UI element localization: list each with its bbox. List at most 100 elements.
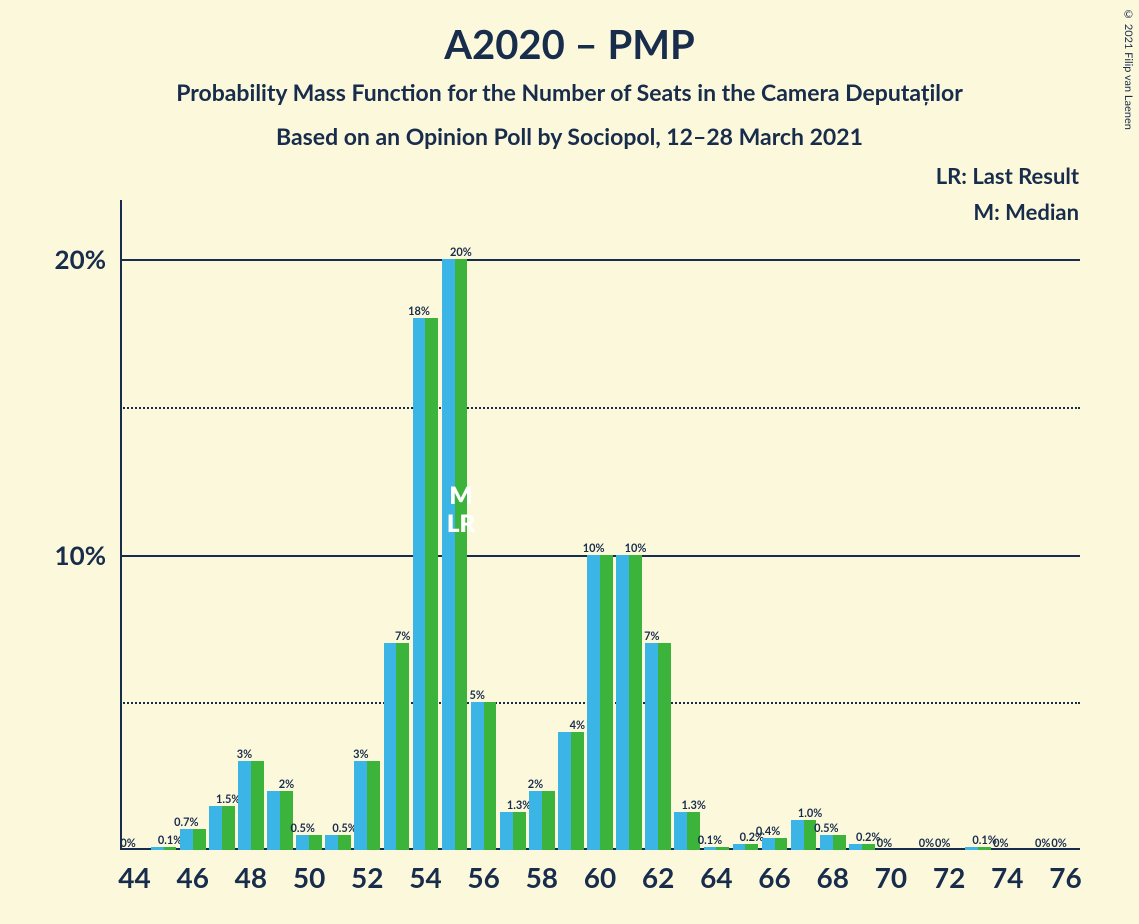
bar-series-b: 1.5% (222, 806, 235, 850)
bar-series-b (309, 835, 322, 850)
bar-series-a (500, 812, 513, 850)
bar-series-b (367, 761, 380, 850)
y-axis-label: 20% (55, 243, 120, 275)
bar-series-b (775, 838, 788, 850)
bar-series-a: 0.4% (762, 838, 775, 850)
bar-value-label: 0% (1051, 837, 1066, 850)
bar-series-b: 7% (396, 643, 409, 850)
bar-series-b: 2% (280, 791, 293, 850)
bar-value-label: 20% (450, 246, 472, 259)
x-axis-tick-label: 76 (1049, 850, 1081, 894)
bar-value-label: 0% (1035, 837, 1050, 850)
bar-series-b: 0.1% (978, 847, 991, 850)
bar-series-b (658, 643, 671, 850)
bar-value-label: 2% (528, 778, 543, 791)
bar-series-a (791, 820, 804, 850)
x-axis-tick-label: 64 (700, 850, 732, 894)
bar-value-label: 3% (237, 748, 252, 761)
x-axis-tick-label: 56 (467, 850, 499, 894)
x-axis-tick-label: 52 (351, 850, 383, 894)
bar-value-label: 0.5% (814, 822, 838, 835)
plot-area: 10%20%0%0.1%0.7%1.5%3%2%0.5%0.5%3%7%18%2… (120, 200, 1080, 850)
bar-value-label: 10% (583, 542, 605, 555)
bar-series-b (251, 761, 264, 850)
gridline-minor (120, 407, 1080, 409)
bar-series-b (542, 791, 555, 850)
x-axis-tick-label: 62 (642, 850, 674, 894)
bar-value-label: 1.3% (681, 799, 705, 812)
bar-value-label: 0% (120, 837, 135, 850)
bar-series-a (558, 732, 571, 850)
bar-value-label: 0% (877, 837, 892, 850)
bar-series-a (616, 555, 629, 850)
bar-series-a: 10% (587, 555, 600, 850)
bar-value-label: 3% (353, 748, 368, 761)
bar-series-a: 0.5% (296, 835, 309, 850)
x-axis-tick-label: 50 (293, 850, 325, 894)
bar-value-label: 4% (570, 719, 585, 732)
bar-value-label: 0.4% (756, 825, 780, 838)
bar-series-a (965, 847, 978, 850)
bar-series-b: 1.3% (513, 812, 526, 850)
x-axis-tick-label: 54 (409, 850, 441, 894)
chart-subtitle-1: Probability Mass Function for the Number… (0, 78, 1139, 106)
bar-value-label: 7% (644, 630, 659, 643)
legend-lr: LR: Last Result (936, 162, 1079, 189)
bar-series-a: 2% (529, 791, 542, 850)
x-axis-tick-label: 66 (758, 850, 790, 894)
x-axis-tick-label: 44 (118, 850, 150, 894)
bar-series-b (484, 702, 497, 850)
bar-series-a: 7% (645, 643, 658, 850)
bar-value-label: 0.5% (290, 822, 314, 835)
bar-value-label: 0% (935, 837, 950, 850)
bar-value-label: 7% (395, 630, 410, 643)
bar-value-label: 0.5% (332, 822, 356, 835)
bar-value-label: 0.1% (698, 834, 722, 847)
median-overlay-label: M (447, 481, 475, 510)
bar-value-label: 10% (625, 542, 647, 555)
bar-series-b: 0.5% (338, 835, 351, 850)
gridline-major (120, 259, 1080, 261)
bar-series-a (733, 844, 746, 850)
bar-value-label: 5% (470, 689, 485, 702)
bar-series-a (151, 847, 164, 850)
x-axis-tick-label: 70 (875, 850, 907, 894)
x-axis-tick-label: 68 (816, 850, 848, 894)
bar-series-b (193, 829, 206, 850)
bar-value-label: 1.0% (798, 807, 822, 820)
chart-root: A2020 – PMP Probability Mass Function fo… (0, 0, 1139, 924)
bar-series-a (849, 844, 862, 850)
x-axis-tick-label: 72 (933, 850, 965, 894)
bar-series-b (833, 835, 846, 850)
bar-series-b: 20% (455, 259, 468, 850)
y-axis-label: 10% (55, 539, 120, 571)
bar-series-a: 0.7% (180, 829, 193, 850)
bar-series-a (384, 643, 397, 850)
bar-series-b: 10% (629, 555, 642, 850)
bar-series-a (674, 812, 687, 850)
bar-series-a (442, 259, 455, 850)
x-axis-tick-label: 58 (526, 850, 558, 894)
bar-series-b: 4% (571, 732, 584, 850)
bar-value-label: 0.1% (158, 834, 182, 847)
bar-series-a (325, 835, 338, 850)
bar-series-b (600, 555, 613, 850)
bar-value-label: 18% (408, 305, 430, 318)
bar-series-b: 0.2% (862, 844, 875, 850)
x-axis-tick-label: 46 (176, 850, 208, 894)
bar-series-b: 0.1% (164, 847, 177, 850)
x-axis-tick-label: 74 (991, 850, 1023, 894)
copyright-text: © 2021 Filip van Laenen (1122, 8, 1135, 130)
bar-series-a (209, 806, 222, 850)
chart-subtitle-2: Based on an Opinion Poll by Sociopol, 12… (0, 122, 1139, 150)
bar-series-a: 3% (238, 761, 251, 850)
bar-series-a: 3% (354, 761, 367, 850)
bar-value-label: 0% (993, 837, 1008, 850)
bar-value-label: 1.5% (216, 793, 240, 806)
bar-value-label: 2% (279, 778, 294, 791)
chart-title: A2020 – PMP (0, 20, 1139, 68)
bar-series-b (425, 318, 438, 850)
bar-series-b: 0.2% (745, 844, 758, 850)
y-axis-line (120, 200, 122, 850)
bar-series-a: 5% (471, 702, 484, 850)
